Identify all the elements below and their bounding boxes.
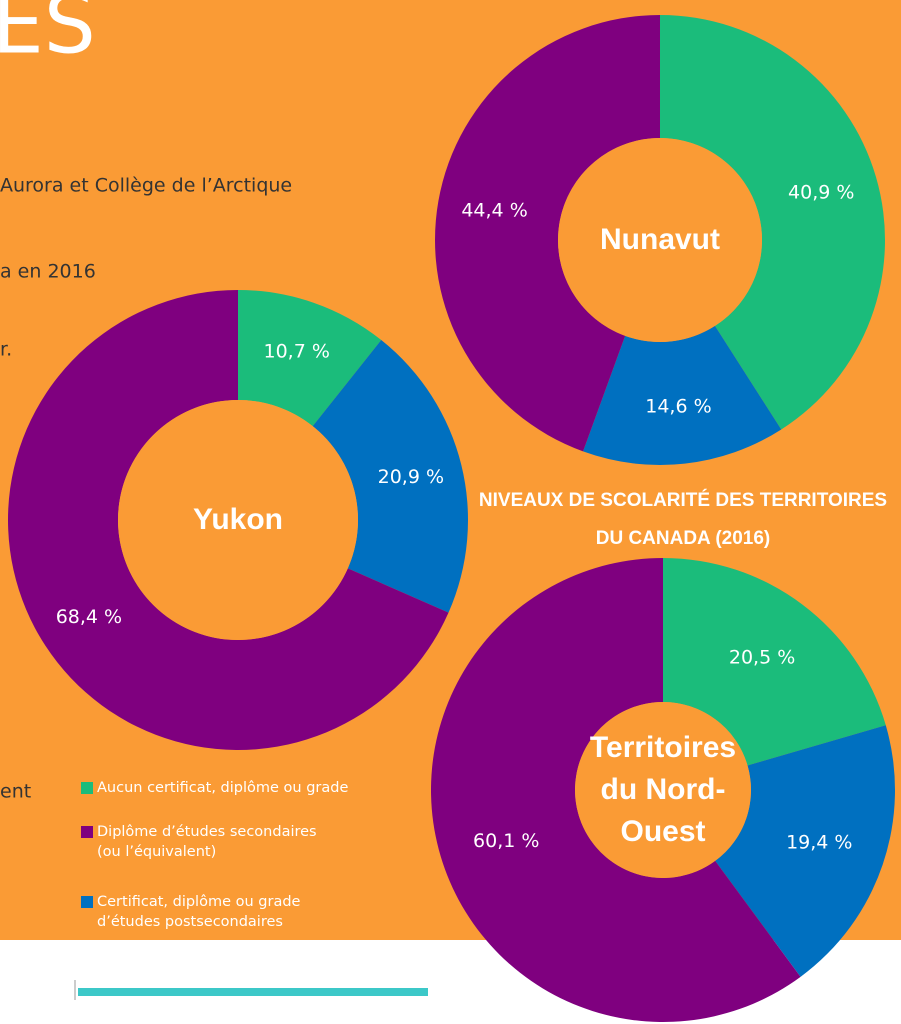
infographic-title: NIVEAUX DE SCOLARITÉ DES TERRITOIRES DU …	[478, 490, 888, 549]
slice	[583, 325, 782, 465]
heading: ES	[0, 0, 96, 72]
text-fragment: a en 2016	[0, 261, 96, 283]
legend-swatch	[81, 896, 93, 908]
legend-item: Aucun certificat, diplôme ou grade	[81, 778, 437, 798]
value-label: 40,9 %	[788, 181, 854, 203]
legend-label: Certificat, diplôme ou grade d’études po…	[97, 894, 301, 930]
slice	[663, 558, 886, 766]
legend-item: Diplôme d’études secondaires (ou l’équiv…	[81, 822, 437, 862]
value-label: 68,4 %	[56, 606, 122, 628]
value-label: 44,4 %	[461, 199, 527, 221]
slice	[660, 15, 885, 430]
text-fragment: Aurora et Collège de l’Arctique	[0, 175, 292, 197]
value-label: 20,9 %	[378, 466, 444, 488]
value-label: 10,7 %	[264, 340, 330, 362]
value-label: 20,5 %	[729, 647, 795, 669]
donut-hole	[118, 400, 358, 640]
slice	[435, 15, 660, 452]
donut-hole	[558, 138, 762, 342]
value-label: 14,6 %	[645, 395, 711, 417]
legend-swatch	[81, 782, 93, 794]
legend-item: Certificat, diplôme ou grade d’études po…	[81, 892, 437, 932]
value-label: 19,4 %	[786, 831, 852, 853]
text-fragment: r.	[0, 339, 12, 361]
donut-hole	[575, 702, 751, 878]
legend-swatch	[81, 826, 93, 838]
center-label: Nunavut	[600, 223, 720, 256]
center-label: Territoires du Nord-Ouest	[589, 731, 737, 848]
legend-label: Aucun certificat, diplôme ou grade	[97, 780, 349, 796]
slice	[431, 558, 801, 1022]
value-label: 60,1 %	[473, 830, 539, 852]
legend-label: Diplôme d’études secondaires (ou l’équiv…	[97, 824, 317, 860]
accent-bar	[78, 988, 428, 996]
center-label: Yukon	[192, 503, 283, 536]
slice	[312, 340, 468, 613]
slice	[238, 290, 382, 427]
text-fragment: ent	[0, 781, 31, 803]
slice	[7, 290, 449, 750]
slice	[715, 725, 895, 977]
